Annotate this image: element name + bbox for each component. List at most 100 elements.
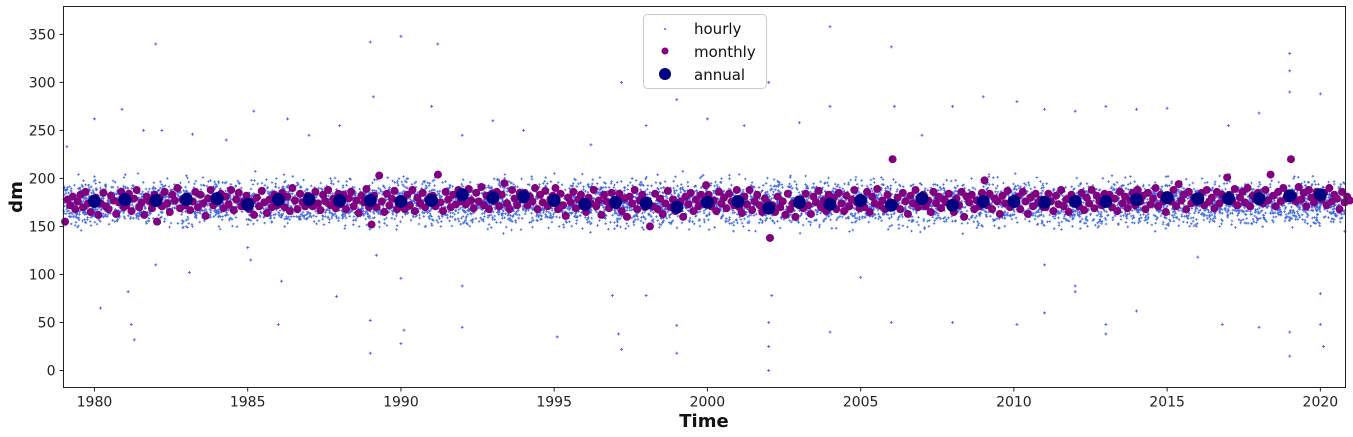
- monthly-point: [352, 196, 361, 205]
- monthly-point: [495, 202, 504, 211]
- hourly-point: [92, 117, 96, 121]
- monthly-point: [1023, 209, 1032, 218]
- monthly-point: [865, 208, 874, 217]
- monthly-point: [686, 188, 695, 197]
- monthly-point: [257, 186, 266, 195]
- hourly-point: [1226, 124, 1230, 128]
- monthly-point: [1174, 180, 1183, 189]
- monthly-point: [732, 185, 741, 194]
- monthly-point: [293, 205, 302, 214]
- monthly-point: [324, 185, 333, 194]
- monthly-point: [319, 190, 328, 199]
- x-tick-label: 1985: [230, 395, 266, 411]
- hourly-point: [368, 319, 372, 323]
- hourly-point: [307, 133, 311, 137]
- monthly-point: [265, 195, 274, 204]
- hourly-point: [99, 306, 103, 310]
- monthly-point: [316, 206, 325, 215]
- monthly-point: [252, 193, 261, 202]
- annual-point: [1160, 191, 1174, 205]
- annual-point: [1068, 194, 1082, 208]
- monthly-point: [914, 203, 923, 212]
- monthly-point: [957, 187, 966, 196]
- monthly-point: [385, 201, 394, 210]
- monthly-point: [645, 222, 654, 231]
- monthly-point: [801, 189, 810, 198]
- monthly-point: [898, 188, 907, 197]
- annual-point: [823, 197, 837, 211]
- monthly-point: [868, 192, 877, 201]
- hourly-point: [675, 351, 679, 355]
- x-axis: 1980 1985 1990 1995 2000 2005 2010 2015 2020: [77, 387, 1338, 411]
- monthly-point: [508, 185, 517, 194]
- hourly-point: [767, 344, 771, 348]
- monthly-point: [541, 186, 550, 195]
- hourly-point: [1321, 344, 1325, 348]
- monthly-point: [347, 187, 356, 196]
- monthly-point: [783, 189, 792, 198]
- hourly-point: [1043, 311, 1047, 315]
- monthly-point: [354, 208, 363, 217]
- monthly-point: [628, 199, 637, 208]
- monthly-point: [1049, 207, 1058, 216]
- monthly-point: [748, 206, 757, 215]
- monthly-point: [638, 190, 647, 199]
- monthly-point: [937, 204, 946, 213]
- annual-point: [884, 198, 898, 212]
- hourly-point: [1073, 290, 1077, 294]
- monthly-point: [1133, 185, 1142, 194]
- annual-point: [946, 198, 960, 212]
- x-tick-label: 1980: [77, 395, 113, 411]
- monthly-point: [679, 212, 688, 221]
- monthly-point: [137, 198, 146, 207]
- y-tick-label: 200: [29, 171, 56, 187]
- hourly-point: [371, 95, 375, 99]
- monthly-point: [1325, 184, 1334, 193]
- annual-point: [547, 194, 561, 208]
- monthly-point: [469, 204, 478, 213]
- monthly-point: [1149, 194, 1158, 203]
- hourly-point: [828, 330, 832, 334]
- annual-point: [1191, 192, 1205, 206]
- monthly-point: [1151, 184, 1160, 193]
- hourly-point: [1104, 332, 1108, 336]
- monthly-point: [73, 197, 82, 206]
- monthly-point: [500, 179, 509, 188]
- monthly-point: [1085, 199, 1094, 208]
- monthly-point: [206, 185, 215, 194]
- hourly-point: [981, 95, 985, 99]
- monthly-point: [288, 184, 297, 193]
- annual-point: [455, 188, 469, 202]
- monthly-point: [1338, 187, 1347, 196]
- annual-point: [670, 200, 684, 214]
- monthly-point: [607, 188, 616, 197]
- annual-point: [210, 192, 224, 206]
- monthly-point: [689, 207, 698, 216]
- monthly-point: [753, 190, 762, 199]
- monthly-point: [285, 207, 294, 216]
- hourly-point: [1318, 322, 1322, 326]
- annual-point: [118, 193, 132, 207]
- monthly-point: [390, 186, 399, 195]
- x-tick-label: 2015: [1149, 395, 1185, 411]
- monthly-point: [1297, 195, 1306, 204]
- hourly-point: [120, 107, 124, 111]
- monthly-point: [418, 188, 427, 197]
- monthly-point: [814, 186, 823, 195]
- monthly-point: [467, 196, 476, 205]
- hourly-point: [1318, 92, 1322, 96]
- monthly-point: [528, 197, 537, 206]
- monthly-point: [382, 189, 391, 198]
- monthly-point: [296, 189, 305, 198]
- monthly-point: [597, 210, 606, 219]
- monthly-point: [1184, 187, 1193, 196]
- hourly-point: [154, 42, 158, 46]
- monthly-point: [81, 187, 90, 196]
- monthly-point: [201, 211, 210, 220]
- monthly-point: [68, 192, 77, 201]
- monthly-point: [1064, 208, 1073, 217]
- legend-label-hourly: hourly: [694, 20, 742, 38]
- hourly-point: [286, 117, 290, 121]
- hourly-point: [1015, 322, 1019, 326]
- annual-point: [1283, 189, 1297, 203]
